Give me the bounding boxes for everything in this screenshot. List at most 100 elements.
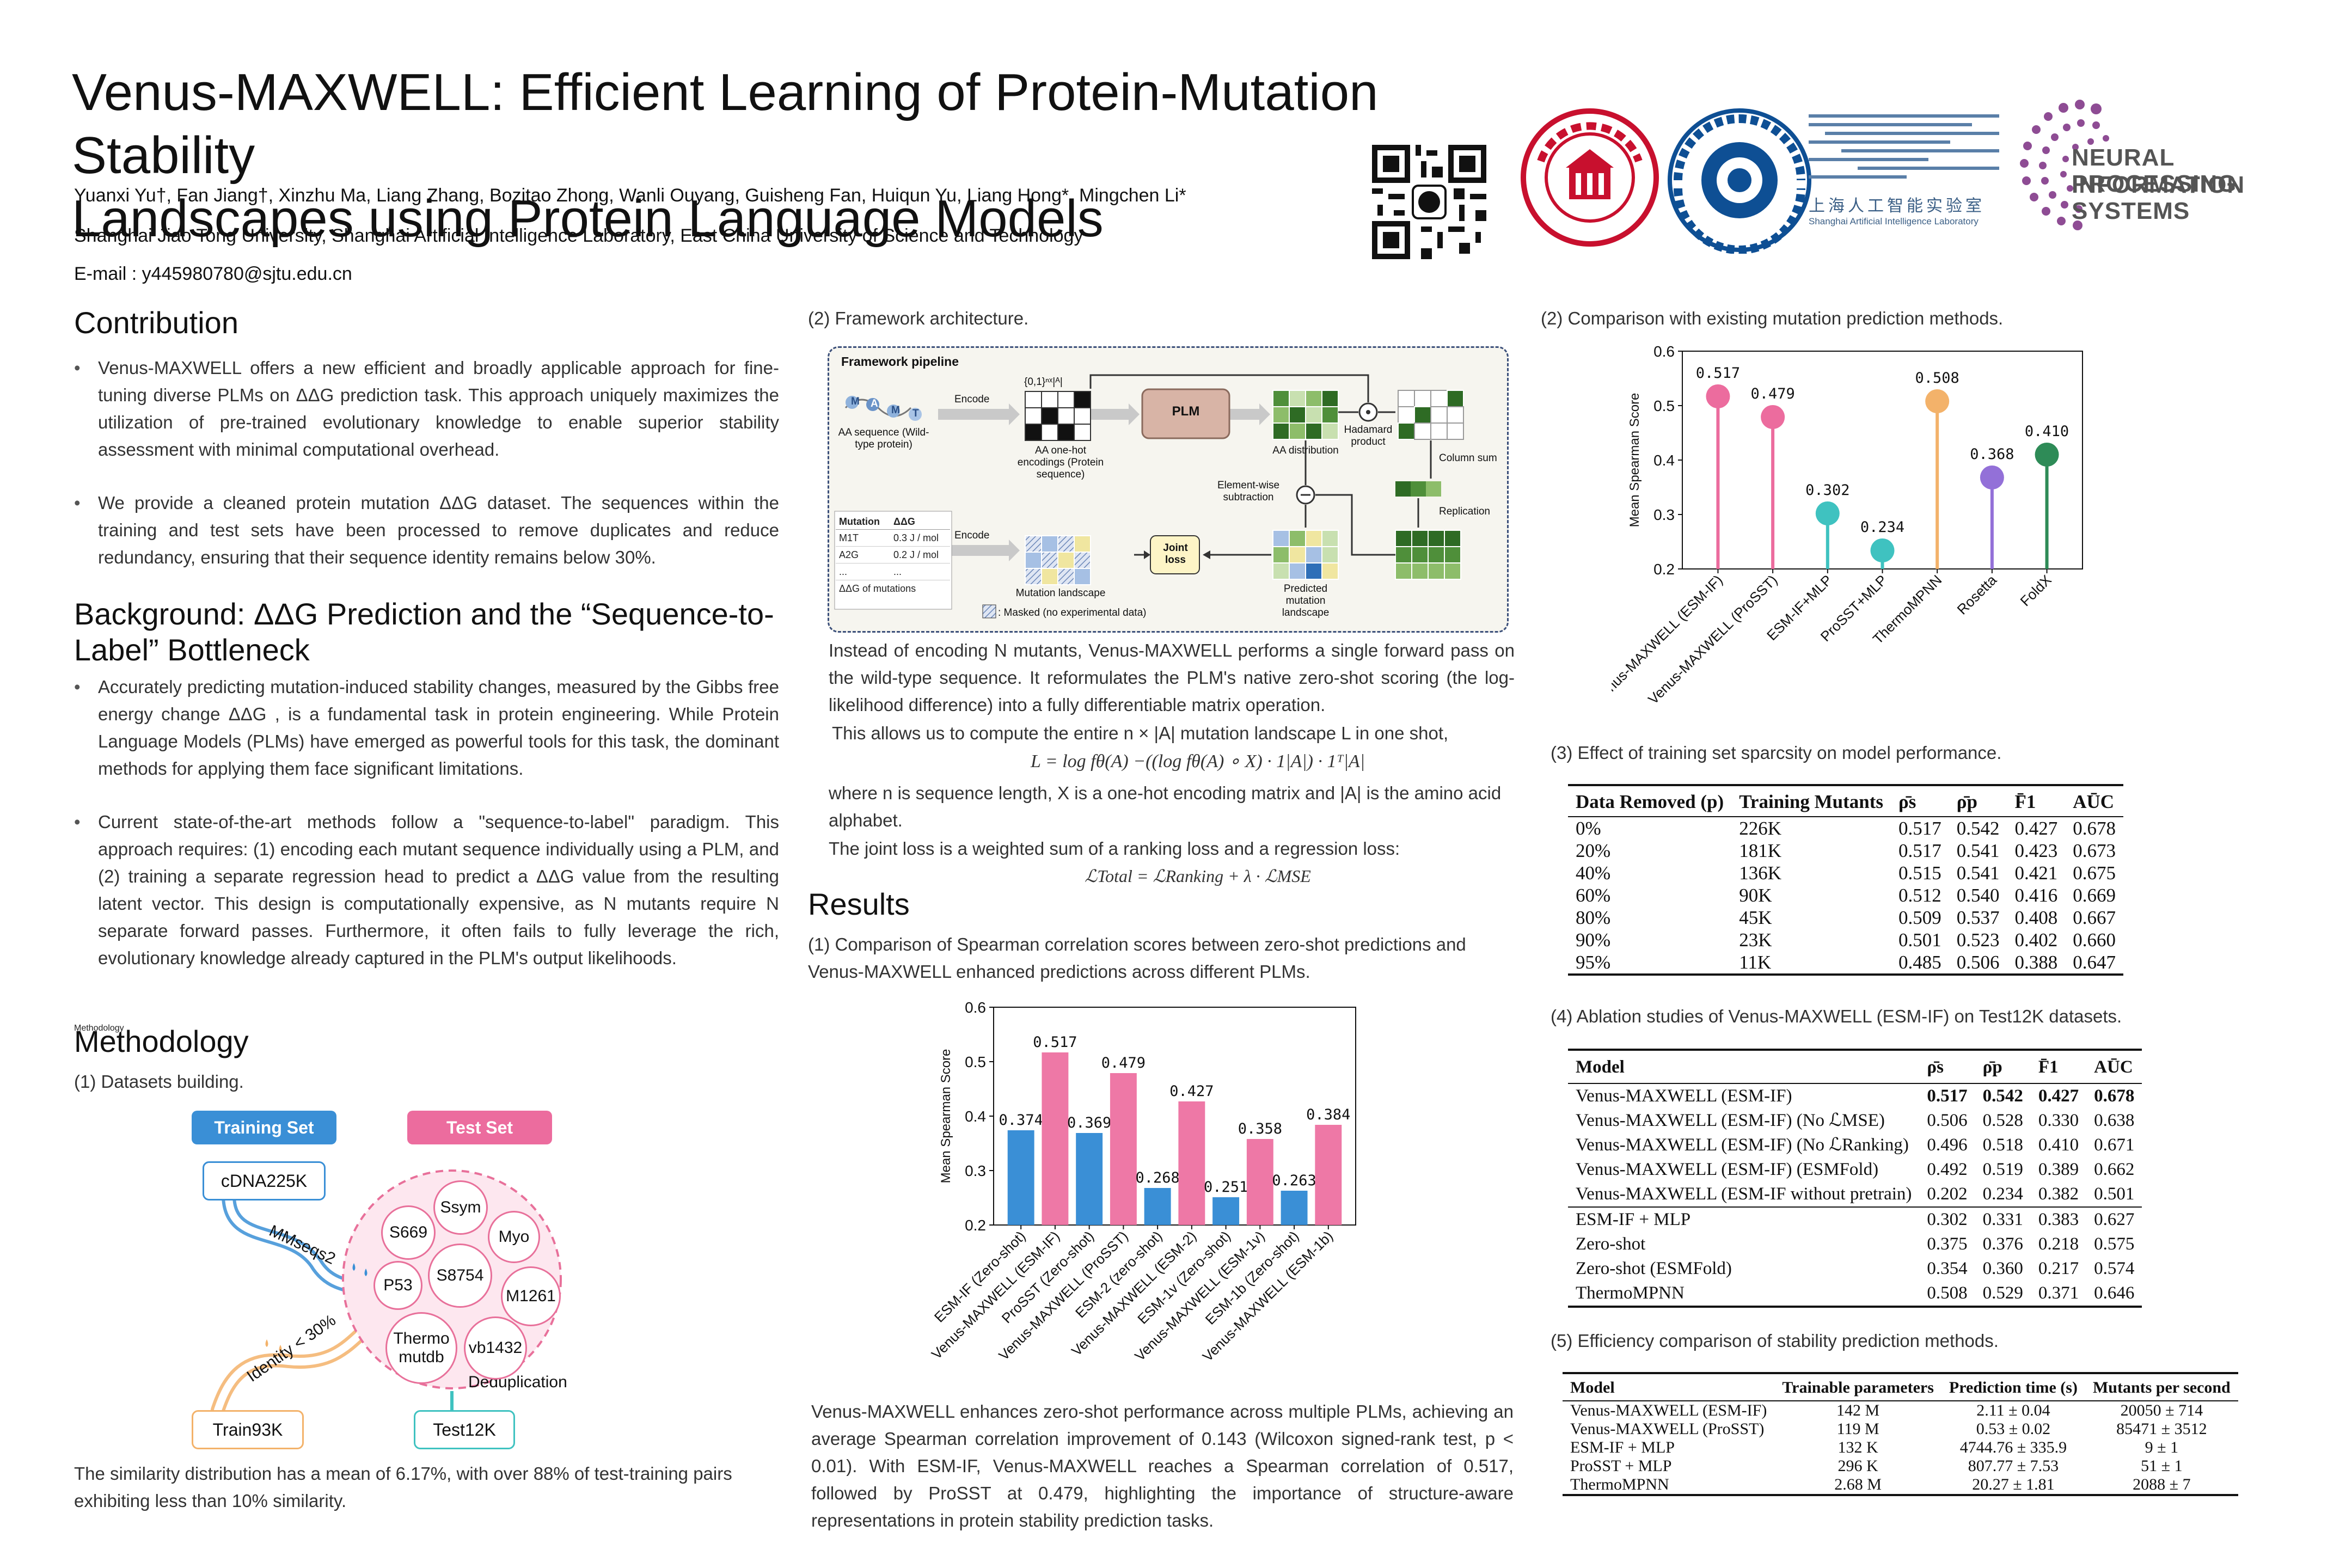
table-cell: ThermoMPNN [1570, 1475, 1669, 1493]
lollipop-head [2035, 443, 2059, 467]
y-axis-label: Mean Spearman Score [1627, 393, 1642, 528]
table-cell: 0.501 [1898, 929, 1941, 951]
data-label: 0.234 [1860, 519, 1904, 536]
table-cell: 2.68 M [1834, 1475, 1882, 1493]
table-row: Venus-MAXWELL (ESM-IF) (No ℒRanking) 0.49… [1568, 1133, 2142, 1157]
table-row: Venus-MAXWELL (ESM-IF) (No ℒMSE) 0.506 0.5… [1568, 1108, 2142, 1133]
neurips-line-2: PROCESSING SYSTEMS [2072, 170, 2237, 224]
results-caption-3: (3) Effect of training set sparcsity on … [1551, 743, 2002, 763]
table-cell: 142 M [1836, 1401, 1880, 1419]
table-cell: 0.669 [2073, 885, 2116, 906]
table-cell: 0.388 [2014, 952, 2058, 973]
table-cell: 0.627 [2094, 1210, 2135, 1229]
table-cell: Venus-MAXWELL (ESM-IF) (No ℒMSE) [1576, 1111, 1885, 1130]
dataset-circle: Ssym [433, 1180, 488, 1235]
data-label: 0.374 [999, 1112, 1043, 1129]
table-cell: 0.515 [1898, 862, 1941, 884]
results-heading: Results [808, 887, 910, 921]
methodology-heading: Methodology [74, 1024, 124, 1033]
table-row: 95% 11K 0.485 0.506 0.388 0.647 [1568, 951, 2123, 975]
table-row: 0% 226K 0.517 0.542 0.427 0.678 [1568, 817, 2123, 840]
table-cell: 0.675 [2073, 862, 2116, 884]
table-header-cell: Model [1570, 1379, 1615, 1396]
lollipop-head [1761, 405, 1785, 429]
shlab-mark-icon [1809, 114, 1999, 179]
equation-loss: ℒTotal = ℒRanking + λ · ℒMSE [1085, 866, 1311, 886]
ecust-seal-icon [1666, 107, 1813, 254]
table-row: Venus-MAXWELL (ESM-IF) 0.517 0.542 0.427 0.6… [1568, 1083, 2142, 1108]
table-header-cell: ρ̄s [1927, 1057, 1944, 1077]
table-cell: 0.501 [2094, 1184, 2135, 1204]
table-row: 80% 45K 0.509 0.537 0.408 0.667 [1568, 906, 2123, 929]
y-tick-label: 0.5 [965, 1054, 986, 1070]
y-tick-label: 0.5 [1653, 397, 1675, 414]
table-cell: 0.660 [2073, 929, 2116, 951]
table-cell: 0.519 [1982, 1160, 2023, 1179]
table-cell: 0.678 [2094, 1086, 2135, 1106]
table-cell: 0.671 [2094, 1135, 2135, 1155]
neurips-mark-icon [2020, 100, 2109, 230]
x-tick-label: Rosetta [1954, 572, 2000, 618]
table-row: 20% 181K 0.517 0.541 0.423 0.673 [1568, 840, 2123, 862]
table-cell: 0.542 [1956, 818, 2000, 839]
email: E-mail : y445980780@sjtu.edu.cn [74, 264, 352, 284]
table-cell: 0.518 [1982, 1135, 2023, 1155]
data-label: 0.384 [1306, 1106, 1350, 1123]
cdna-box: cDNA225K [203, 1161, 326, 1200]
table-cell: 0.512 [1898, 885, 1941, 906]
lollipop-head [1815, 501, 1840, 525]
data-label: 0.302 [1805, 482, 1849, 499]
table-cell: 0.382 [2038, 1184, 2079, 1204]
table-cell: 0.53 ± 0.02 [1976, 1420, 2051, 1438]
table-header-cell: Training Mutants [1739, 791, 1883, 812]
dataset-circle: S669 [381, 1205, 436, 1260]
dataset-circle: Thermo mutdb [385, 1312, 457, 1384]
data-label: 0.369 [1067, 1114, 1111, 1131]
table-cell: 0.542 [1982, 1086, 2023, 1106]
table-cell: 807.77 ± 7.53 [1968, 1457, 2059, 1475]
table-cell: 0.421 [2014, 862, 2058, 884]
lollipop-head [1980, 465, 2004, 489]
framework-desc-3: where n is sequence length, X is a one-h… [829, 783, 1502, 830]
table-cell: 0.646 [2094, 1283, 2135, 1303]
table-cell: 0.678 [2073, 818, 2116, 839]
background-heading: Background: ΔΔG Prediction and the “Sequ… [74, 597, 774, 667]
results-caption-1: (1) Comparison of Spearman correlation s… [808, 934, 1466, 982]
bar [1144, 1188, 1171, 1225]
table-cell: Venus-MAXWELL (ESM-IF) [1576, 1086, 1792, 1106]
qr-code-icon[interactable] [1372, 145, 1486, 259]
data-label: 0.251 [1204, 1179, 1248, 1196]
table-cell: 0.529 [1982, 1283, 2023, 1303]
table-cell: ESM-IF + MLP [1570, 1438, 1675, 1456]
y-tick-label: 0.3 [965, 1162, 986, 1179]
encode-label: Encode [954, 394, 990, 405]
table-cell: Venus-MAXWELL (ESM-IF) [1570, 1401, 1767, 1419]
plm-label: PLM [1172, 404, 1200, 419]
table-cell: 0.416 [2014, 885, 2058, 906]
table-cell: Zero-shot (ESMFold) [1576, 1259, 1732, 1278]
encode-label: Encode [954, 530, 990, 541]
mutation-table-foot: ΔΔG of mutations [839, 583, 916, 594]
table-cell: ProSST + MLP [1570, 1457, 1672, 1475]
bar [1042, 1052, 1069, 1225]
table-cell: 40% [1576, 862, 1611, 884]
table-cell: 0.541 [1956, 862, 2000, 884]
table-row: Venus-MAXWELL (ProSST) 119 M 0.53 ± 0.02 85… [1563, 1420, 2238, 1438]
title-line-2: Landscapes using Protein Language Models [72, 189, 1104, 248]
seq-letter: M [891, 405, 900, 416]
y-tick-label: 0.2 [965, 1217, 986, 1234]
lollipop-head [1925, 389, 1950, 413]
shlab-cn-name: 上海人工智能实验室 [1809, 197, 1985, 215]
y-tick-label: 0.6 [1653, 343, 1675, 360]
seq-letter: M [851, 396, 860, 407]
data-label: 0.410 [2025, 423, 2069, 440]
table-cell: 85471 ± 3512 [2116, 1420, 2207, 1438]
title-line-1: Venus-MAXWELL: Efficient Learning of Pro… [72, 63, 1379, 185]
table-cell: 4744.76 ± 335.9 [1959, 1438, 2067, 1456]
table-header-cell: Model [1576, 1057, 1625, 1077]
framework-caption: (2) Framework architecture. [808, 308, 1029, 328]
methodology-heading-text: Methodology [74, 1024, 249, 1058]
table-cell: 45K [1739, 907, 1772, 928]
